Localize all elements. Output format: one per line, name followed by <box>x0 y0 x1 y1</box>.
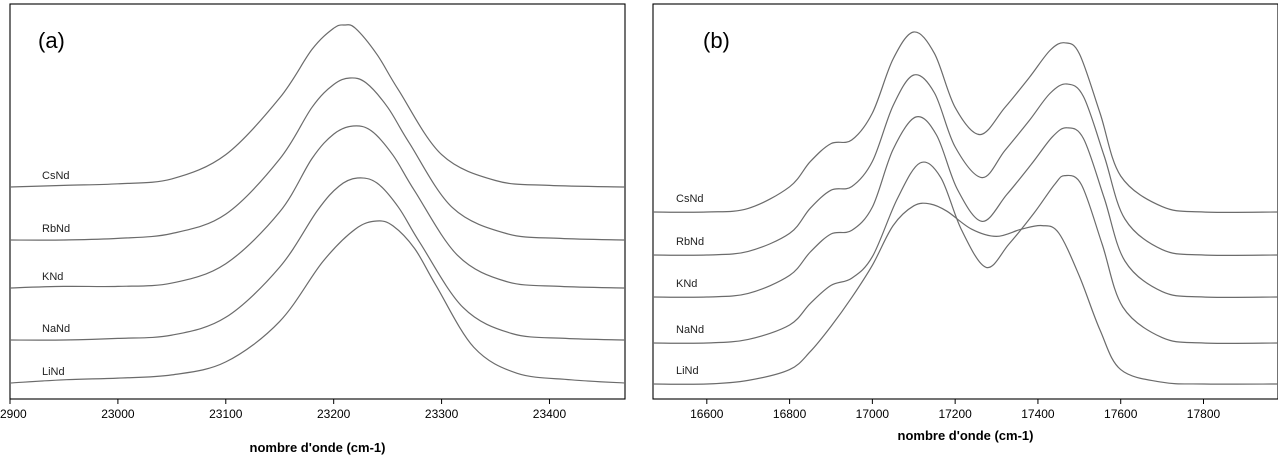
series-line-rbnd <box>652 74 1278 256</box>
series-label-lind: LiNd <box>676 365 699 377</box>
x-tick-label: 23100 <box>209 407 243 421</box>
series-line-nand <box>9 177 626 341</box>
x-tick-label: 17400 <box>1021 407 1055 421</box>
series-label-csnd: CsNd <box>676 193 704 205</box>
series-label-nand: NaNd <box>676 324 704 336</box>
x-tick-label: 23300 <box>425 407 459 421</box>
x-tick-label: 17800 <box>1187 407 1221 421</box>
x-tick-label: 23400 <box>533 407 567 421</box>
series-line-knd <box>652 115 1278 298</box>
x-axis-label: nombre d'onde (cm-1) <box>250 440 386 455</box>
plot-frame <box>652 3 1278 400</box>
series-line-lind <box>652 202 1278 385</box>
series-label-lind: LiNd <box>42 366 65 378</box>
panel-label: (a) <box>38 28 65 53</box>
x-tick-label: 17200 <box>938 407 972 421</box>
series-line-rbnd <box>9 77 626 241</box>
x-tick-label: 22900 <box>0 407 27 421</box>
panel-b: 16600 16800 17000 17200 17400 17600 17800 nombr… <box>652 3 1278 443</box>
series-line-csnd <box>9 24 626 188</box>
series-label-rbnd: RbNd <box>42 223 70 235</box>
series-line-csnd <box>652 31 1278 213</box>
x-tick-label: 16800 <box>773 407 807 421</box>
x-tick-label: 17000 <box>856 407 890 421</box>
series-line-knd <box>9 125 626 289</box>
plot-frame <box>9 3 626 400</box>
x-tick-label: 23000 <box>101 407 135 421</box>
series-label-nand: NaNd <box>42 323 70 335</box>
series-label-knd: KNd <box>676 278 697 290</box>
x-axis-label: nombre d'onde (cm-1) <box>898 428 1034 443</box>
x-tick-label: 17600 <box>1104 407 1138 421</box>
series-line-nand <box>652 161 1278 344</box>
series-label-rbnd: RbNd <box>676 236 704 248</box>
series-line-lind <box>9 220 626 384</box>
series-label-knd: KNd <box>42 271 63 283</box>
panel-a: 22900 23000 23100 23200 23300 23400 nombre d'o… <box>0 3 626 455</box>
panel-label: (b) <box>703 28 730 53</box>
series-label-csnd: CsNd <box>42 170 70 182</box>
x-tick-label: 16600 <box>690 407 724 421</box>
x-tick-label: 23200 <box>317 407 351 421</box>
